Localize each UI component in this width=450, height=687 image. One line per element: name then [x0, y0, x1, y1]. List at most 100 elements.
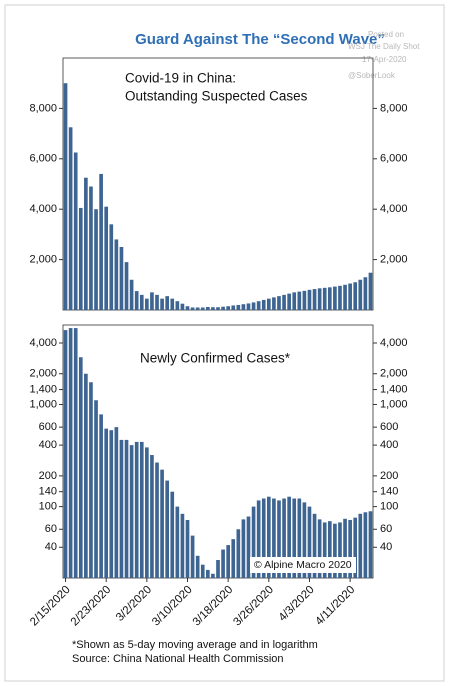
bar [94, 209, 98, 310]
bar [216, 307, 220, 310]
bar [175, 506, 180, 578]
bar [165, 480, 170, 578]
bar [150, 455, 154, 578]
bar [338, 522, 342, 578]
bar [114, 239, 119, 310]
bar [160, 469, 164, 578]
watermark: 17-Apr-2020 [362, 55, 407, 64]
bar [266, 298, 271, 310]
y-tick-label: 600 [39, 421, 57, 433]
watermark: Posted on [368, 30, 404, 39]
bar [236, 304, 241, 310]
bar [145, 447, 149, 578]
bar [200, 564, 205, 578]
bar [216, 560, 220, 578]
y2-tick-label: 60 [380, 523, 392, 535]
bar [221, 549, 225, 578]
frame [4, 4, 445, 682]
y-tick-label: 100 [39, 501, 57, 513]
bar [185, 306, 190, 310]
bar [206, 306, 210, 310]
bar [160, 298, 164, 310]
y2-tick-label: 200 [380, 470, 398, 482]
bar [333, 523, 337, 578]
annotation-box [250, 557, 356, 573]
bar [139, 441, 144, 578]
y-tick-label: 140 [39, 486, 57, 498]
bar [348, 283, 352, 310]
y2-tick-label: 100 [380, 501, 398, 513]
panel-title: Covid-19 in China: [125, 71, 236, 86]
bar [322, 287, 327, 310]
bar [99, 173, 103, 310]
bar [282, 294, 286, 310]
watermark: @SoberLook [348, 71, 396, 80]
panel-title: Newly Confirmed Cases* [140, 351, 291, 366]
annotation: © Alpine Macro 2020 [254, 559, 352, 571]
bar [338, 285, 342, 310]
bar [134, 441, 139, 578]
bar [231, 539, 236, 578]
bar [312, 289, 317, 310]
bar [322, 522, 327, 578]
bar [363, 277, 368, 310]
bar [78, 207, 83, 310]
bar [282, 498, 286, 578]
bar [89, 186, 93, 310]
bar [256, 301, 261, 310]
y-tick-label: 40 [45, 541, 57, 553]
y2-tick-label: 40 [380, 541, 392, 553]
x-tick-label: 3/26/2020 [231, 584, 276, 629]
y-tick-label: 4,000 [29, 337, 57, 349]
bar [195, 307, 200, 310]
bar [68, 127, 73, 310]
bar [129, 445, 134, 578]
bar [124, 439, 129, 578]
bar [206, 569, 210, 578]
bar [104, 428, 109, 578]
y2-tick-label: 2,000 [380, 368, 408, 380]
y2-tick-label: 400 [380, 439, 398, 451]
bar [246, 516, 251, 578]
bar [297, 498, 302, 578]
bar [261, 299, 266, 310]
y2-tick-label: 4,000 [380, 203, 408, 215]
bar [302, 502, 307, 578]
y-tick-label: 1,000 [29, 398, 57, 410]
bar [99, 414, 103, 578]
bar [358, 513, 363, 578]
bar [368, 511, 373, 578]
bar [333, 286, 337, 310]
bar [363, 512, 368, 578]
bar [134, 291, 139, 310]
bar [200, 307, 205, 310]
footnote: *Shown as 5-day moving average and in lo… [72, 639, 318, 651]
bar [119, 439, 124, 578]
bar [109, 430, 114, 578]
bar [292, 292, 297, 310]
bar [78, 357, 83, 578]
bar [297, 291, 302, 310]
bar [170, 298, 175, 310]
bar [312, 513, 317, 578]
y-tick-label: 400 [39, 439, 57, 451]
bar [236, 529, 241, 578]
x-tick-label: 3/2/2020 [114, 584, 154, 624]
y2-tick-label: 600 [380, 421, 398, 433]
bar [251, 506, 256, 578]
bar [185, 519, 190, 578]
bar [190, 535, 195, 578]
bar [109, 224, 114, 310]
x-tick-label: 2/23/2020 [69, 584, 114, 629]
x-tick-label: 3/10/2020 [150, 584, 195, 629]
y2-tick-label: 8,000 [380, 102, 408, 114]
bar [256, 500, 261, 578]
bar [180, 513, 185, 578]
bar [272, 297, 276, 310]
y-tick-label: 60 [45, 523, 57, 535]
bar [277, 296, 281, 310]
x-tick-label: 4/3/2020 [277, 584, 317, 624]
bar [63, 83, 68, 310]
y-tick-label: 8,000 [29, 102, 57, 114]
